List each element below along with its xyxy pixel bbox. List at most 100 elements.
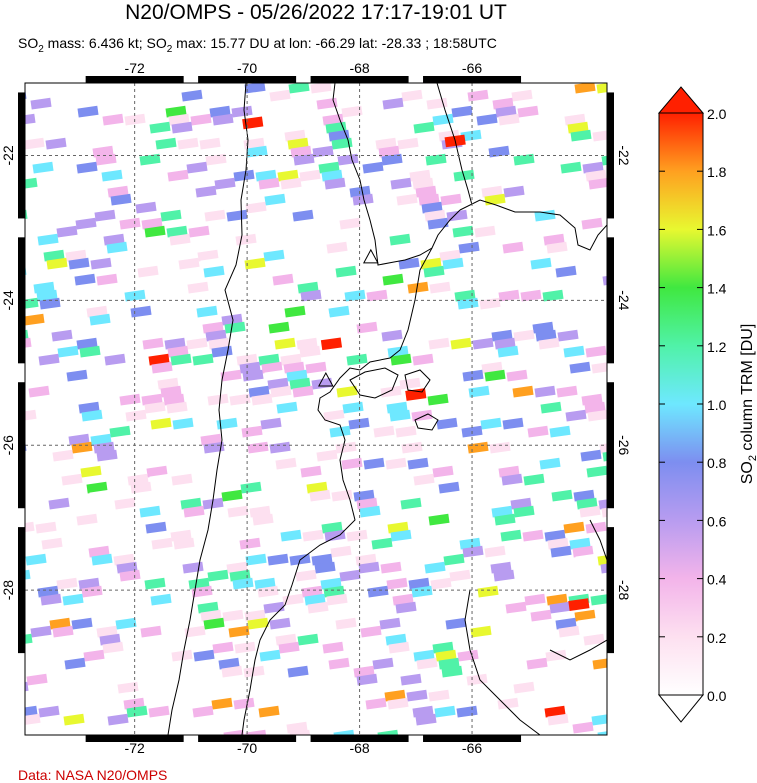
so2-pixel (64, 657, 86, 670)
salar-outline-c (414, 413, 439, 431)
so2-pixel (101, 169, 123, 182)
so2-pixel (126, 705, 148, 718)
border-bolivia-argentina (459, 199, 607, 251)
so2-pixel (106, 241, 128, 254)
so2-pixel (362, 161, 384, 174)
so2-pixel (286, 721, 308, 734)
so2-pixel (544, 705, 566, 718)
so2-pixel (78, 401, 100, 414)
so2-pixel (449, 569, 471, 582)
so2-pixel (630, 642, 651, 654)
so2-pixel (274, 337, 296, 350)
so2-pixel (197, 601, 219, 614)
so2-pixel (498, 113, 520, 126)
so2-pixel (309, 313, 331, 326)
colorbar-tick-label: 1.2 (707, 339, 727, 355)
so2-pixel (399, 377, 421, 390)
so2-pixel (435, 649, 457, 662)
so2-pixel (389, 409, 411, 422)
so2-pixel (490, 561, 512, 574)
so2-pixel (358, 561, 380, 574)
so2-pixel (598, 497, 607, 510)
so2-pixel (632, 178, 653, 190)
so2-pixel (231, 281, 253, 294)
so2-pixel (321, 521, 343, 534)
x-tick-label-bottom: -66 (462, 740, 482, 756)
colorbar-tick-label: 1.8 (707, 164, 727, 180)
so2-pixel (534, 209, 556, 222)
so2-pixel (102, 113, 124, 126)
so2-pixel (275, 457, 297, 470)
so2-pixel (186, 337, 208, 350)
so2-pixel (408, 577, 430, 590)
so2-pixel (439, 249, 461, 262)
so2-pixel (310, 257, 332, 270)
so2-pixel (572, 545, 594, 558)
so2-pixel (115, 617, 137, 630)
so2-pixel (272, 273, 294, 286)
so2-pixel (130, 481, 152, 494)
so2-pixel (356, 321, 378, 334)
so2-pixel (123, 697, 145, 710)
so2-pixel (305, 361, 327, 374)
so2-pixel (25, 521, 35, 534)
so2-pixel (222, 609, 244, 622)
so2-pixel (228, 625, 250, 638)
so2-pixel (590, 593, 607, 606)
so2-pixel (438, 657, 460, 670)
so2-pixel (25, 553, 47, 566)
so2-pixel (300, 289, 322, 302)
so2-pixel (591, 361, 607, 374)
so2-pixel (373, 425, 395, 438)
subtitle-max-sub: 2 (167, 44, 173, 55)
so2-pixel (46, 257, 68, 270)
so2-pixel (81, 585, 103, 598)
so2-pixel (530, 609, 552, 622)
so2-pixel (170, 529, 192, 542)
so2-pixel (454, 289, 476, 302)
so2-pixel (193, 649, 215, 662)
so2-pixel (386, 577, 408, 590)
so2-pixel (494, 513, 516, 526)
so2-pixel (639, 314, 660, 326)
so2-pixel (62, 593, 84, 606)
so2-pixel (181, 89, 203, 102)
so2-pixel (204, 209, 226, 222)
so2-pixel (460, 129, 482, 142)
so2-pixel (207, 393, 229, 406)
so2-pixel (544, 529, 566, 542)
chart-subtitle: SO2 mass: 6.436 kt; SO2 max: 15.77 DU at… (18, 35, 497, 55)
so2-pixel (245, 729, 267, 735)
so2-pixel (164, 337, 186, 350)
y-tick-label-right: -24 (616, 290, 632, 310)
so2-pixel (246, 145, 268, 158)
so2-pixel (513, 681, 535, 694)
so2-pixel (290, 145, 312, 158)
so2-pixel (339, 217, 361, 230)
so2-pixel (74, 273, 96, 286)
so2-pixel (574, 609, 596, 622)
x-tick-label-bottom: -70 (237, 740, 257, 756)
so2-pixel (348, 417, 370, 430)
so2-pixel (632, 530, 653, 542)
so2-pixel (314, 561, 336, 574)
so2-pixel (93, 441, 115, 454)
so2-pixel (113, 553, 135, 566)
subtitle-max-text: max: 15.77 DU at lon: -66.29 lat: -28.33… (172, 35, 497, 51)
so2-pixel (423, 265, 445, 278)
colorbar-min-arrow (657, 694, 705, 723)
so2-pixel (107, 713, 129, 726)
so2-pixel (524, 593, 546, 606)
so2-pixel (173, 537, 195, 550)
so2-pixel (140, 625, 162, 638)
so2-pixel (583, 633, 605, 646)
so2-pixel (381, 153, 403, 166)
so2-pixel (142, 337, 164, 350)
so2-pixel (512, 385, 534, 398)
so2-pixel (220, 369, 242, 382)
so2-pixel (443, 553, 465, 566)
salar-outline-a (349, 367, 399, 399)
so2-pixel (287, 137, 309, 150)
so2-pixel (624, 626, 645, 638)
so2-pixel (68, 609, 90, 622)
